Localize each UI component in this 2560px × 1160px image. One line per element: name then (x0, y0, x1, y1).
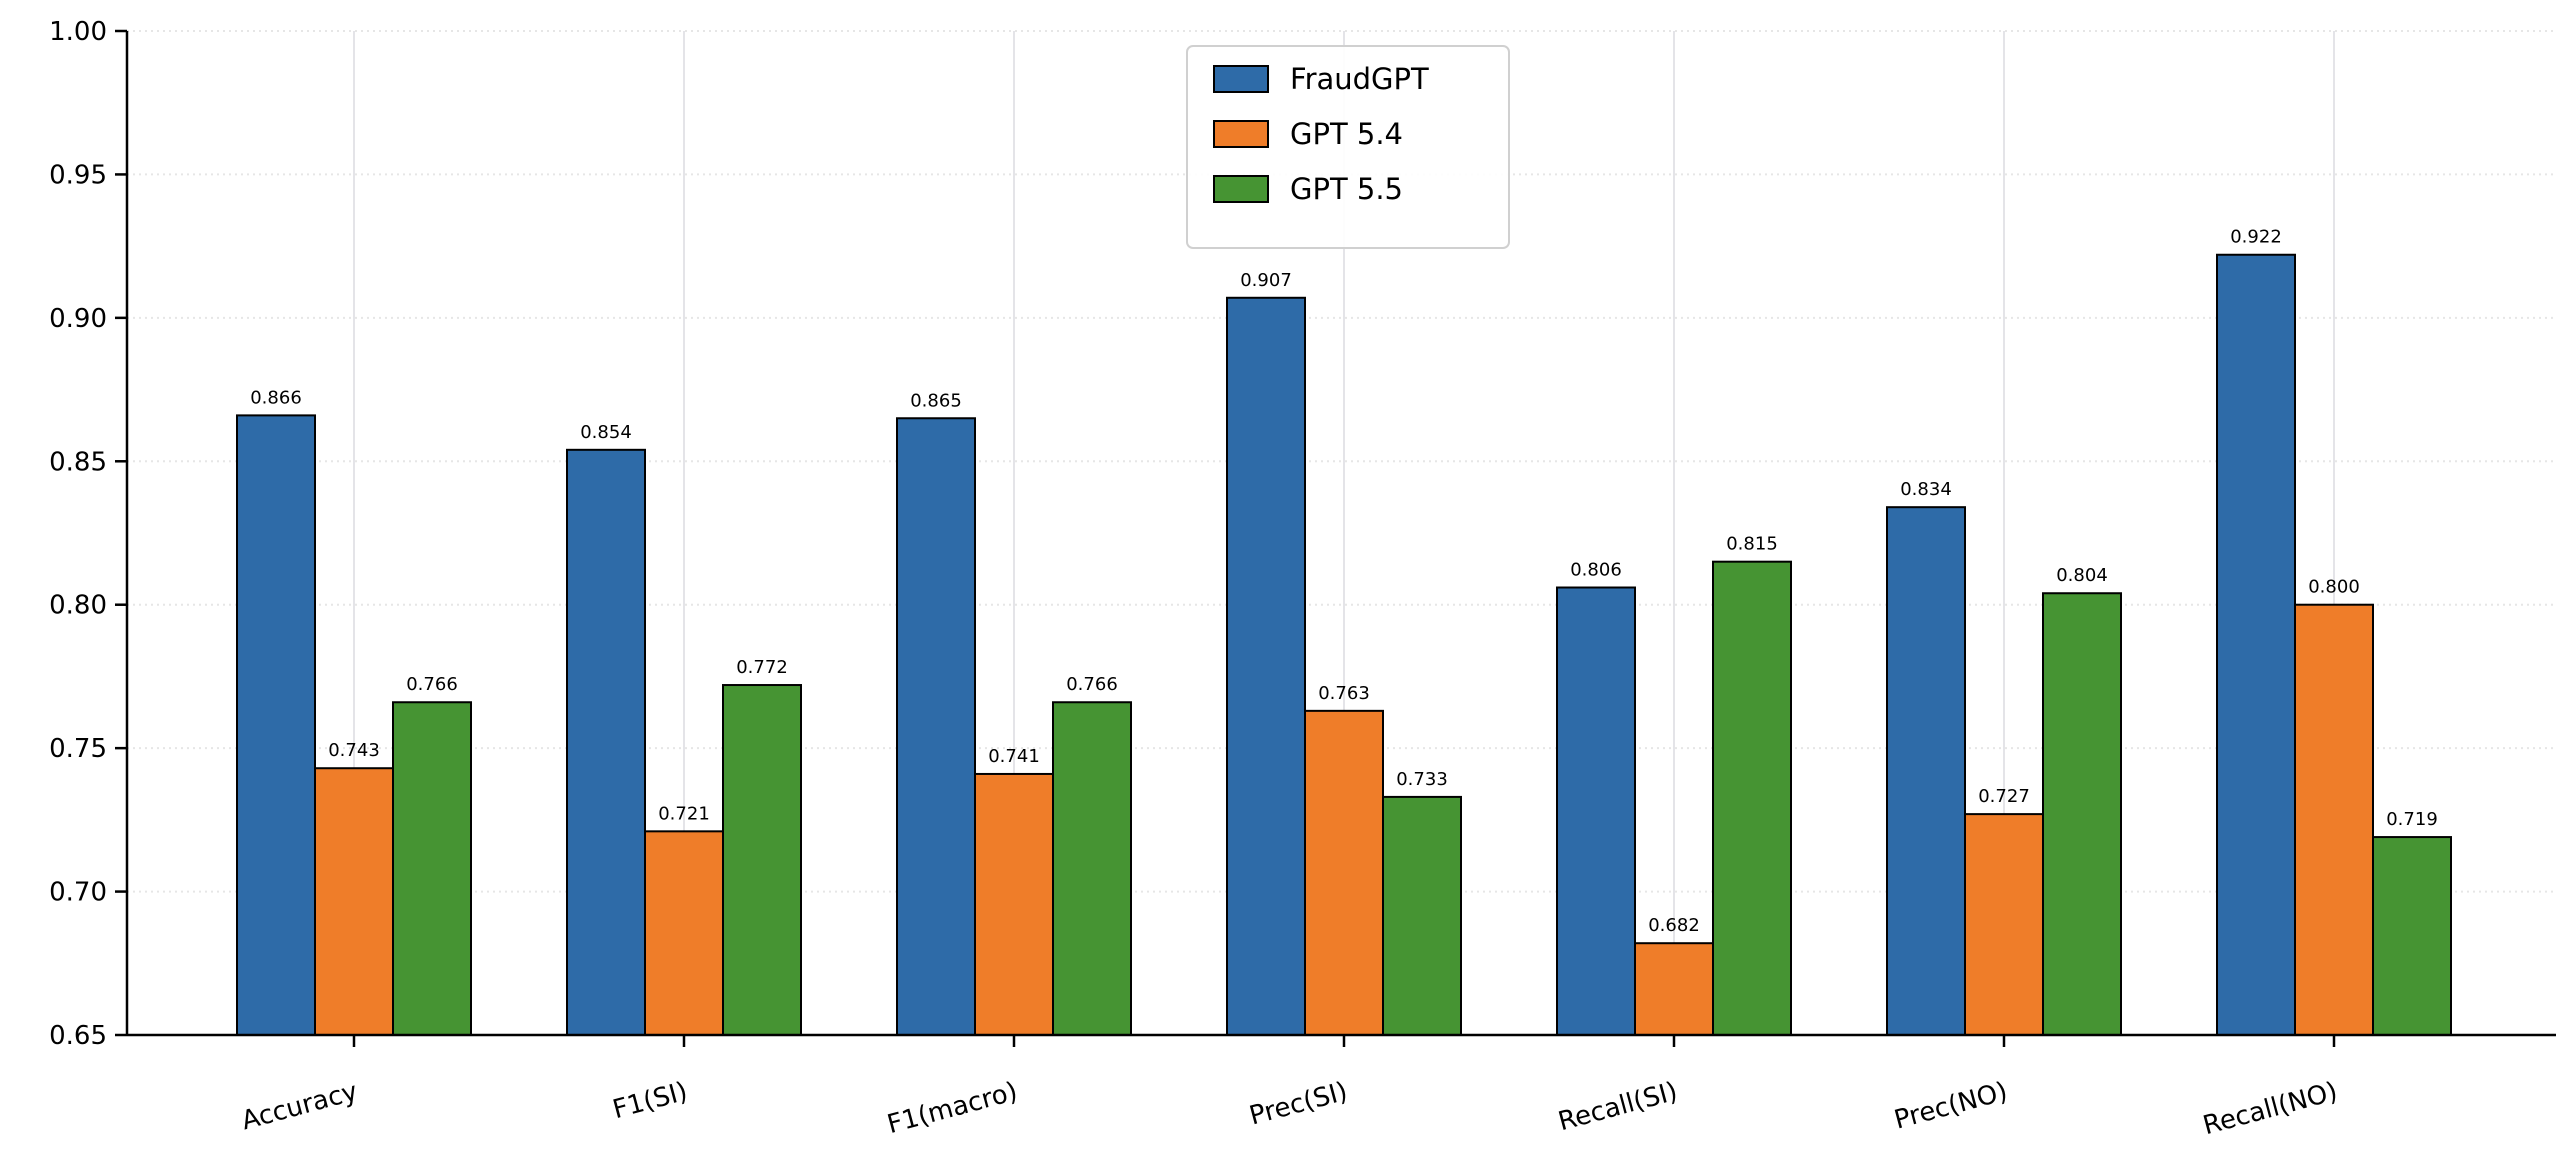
bar-fraudgpt (1226, 296, 1306, 1036)
bar-gpt-5-4 (1304, 709, 1384, 1036)
axes: 0.65 0.70 0.75 0.80 0.85 0.90 0.95 1.00 Accuracy… (49, 17, 2556, 1141)
legend-swatch (1213, 120, 1269, 148)
legend-swatch (1213, 175, 1269, 203)
data-label: 0.727 (1978, 786, 2030, 807)
data-label: 0.766 (1066, 674, 1118, 695)
y-tick-label: 1.00 (49, 17, 107, 47)
bar-gpt-5-4 (1964, 813, 2044, 1036)
bar-gpt-5-5 (1382, 795, 1462, 1036)
legend-swatch (1213, 65, 1269, 93)
y-tick-label: 0.95 (49, 160, 107, 190)
bar-gpt-5-5 (722, 684, 802, 1037)
data-label: 0.804 (2056, 565, 2108, 586)
bar-gpt-5-5 (1712, 560, 1792, 1037)
data-label: 0.743 (328, 740, 380, 761)
y-tick-label: 0.80 (49, 591, 107, 621)
data-label: 0.800 (2308, 577, 2360, 598)
y-tick-label: 0.75 (49, 734, 107, 764)
data-label: 0.741 (988, 746, 1040, 767)
legend-label: GPT 5.4 (1290, 117, 1403, 151)
bar-gpt-5-4 (2294, 603, 2374, 1036)
y-tick-label: 0.90 (49, 304, 107, 334)
y-tick-label: 0.85 (49, 447, 107, 477)
bar-fraudgpt (566, 448, 646, 1037)
bar-gpt-5-5 (2372, 836, 2452, 1036)
bar-gpt-5-4 (314, 767, 394, 1036)
legend: FraudGPT GPT 5.4 GPT 5.5 (1186, 45, 1510, 249)
x-tick-label: Recall(NO) (2200, 1077, 2341, 1142)
bar-fraudgpt (896, 417, 976, 1036)
bar-gpt-5-5 (1052, 701, 1132, 1036)
data-label: 0.834 (1900, 479, 1952, 500)
data-label: 0.815 (1726, 534, 1778, 555)
x-tick-label: F1(macro) (884, 1077, 1021, 1140)
data-label: 0.806 (1570, 560, 1622, 581)
data-label: 0.866 (250, 387, 302, 408)
data-label: 0.763 (1318, 683, 1370, 704)
bar-fraudgpt (2216, 253, 2296, 1036)
x-tick-label: Prec(NO) (1891, 1077, 2011, 1136)
data-label: 0.766 (406, 674, 458, 695)
legend-label: GPT 5.5 (1290, 172, 1403, 206)
bars (236, 253, 2452, 1037)
data-label: 0.907 (1240, 270, 1292, 291)
bar-fraudgpt (236, 414, 316, 1037)
legend-label: FraudGPT (1290, 62, 1429, 96)
x-tick-label: F1(SI) (610, 1077, 691, 1126)
data-label: 0.772 (736, 657, 788, 678)
bar-gpt-5-5 (392, 701, 472, 1036)
x-tick-label: Accuracy (238, 1077, 360, 1137)
bar-gpt-5-5 (2042, 592, 2122, 1036)
bar-fraudgpt (1556, 586, 1636, 1036)
x-tick-label: Recall(SI) (1555, 1077, 1681, 1138)
y-tick-label: 0.70 (49, 878, 107, 908)
data-label: 0.733 (1396, 769, 1448, 790)
data-labels: 0.866 0.854 0.865 0.907 0.806 0.834 0.922 0.743… (250, 227, 2438, 936)
data-label: 0.719 (2386, 809, 2438, 830)
bar-gpt-5-4 (644, 830, 724, 1036)
data-label: 0.854 (580, 422, 632, 443)
bar-gpt-5-4 (1634, 942, 1714, 1036)
data-label: 0.865 (910, 390, 962, 411)
y-tick-label: 0.65 (49, 1021, 107, 1051)
x-tick-label: Prec(SI) (1246, 1077, 1350, 1132)
data-label: 0.922 (2230, 227, 2282, 248)
bar-gpt-5-4 (974, 772, 1054, 1037)
bar-fraudgpt (1886, 506, 1966, 1036)
data-label: 0.682 (1648, 915, 1700, 936)
data-label: 0.721 (658, 803, 710, 824)
